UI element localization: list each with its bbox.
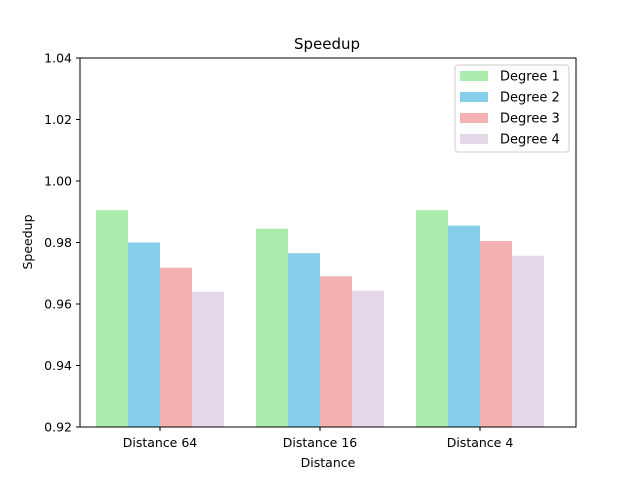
y-tick-label: 0.92 xyxy=(44,420,72,435)
bar-3-3 xyxy=(480,240,512,427)
chart-title: Speedup xyxy=(294,35,360,53)
bar-3-2 xyxy=(320,276,352,427)
y-tick-label: 0.94 xyxy=(44,358,72,373)
x-axis-title: Distance xyxy=(301,455,356,470)
bar-4-2 xyxy=(352,290,384,427)
x-tick-label: Distance 64 xyxy=(123,435,198,450)
bar-4-1 xyxy=(192,291,224,427)
legend-label: Degree 3 xyxy=(500,112,560,127)
y-tick-label: 1.02 xyxy=(44,112,72,127)
bar-1-2 xyxy=(256,228,288,427)
bar-group xyxy=(96,210,544,427)
x-tick-label: Distance 16 xyxy=(283,435,358,450)
bar-2-1 xyxy=(128,242,160,427)
x-axis: Distance 64 Distance 16 Distance 4 xyxy=(123,427,514,450)
y-axis-title: Speedup xyxy=(20,214,35,269)
legend-label: Degree 4 xyxy=(500,133,560,148)
legend-swatch xyxy=(460,71,488,81)
legend: Degree 1 Degree 2 Degree 3 Degree 4 xyxy=(454,64,570,153)
bar-2-2 xyxy=(288,253,320,427)
legend-swatch xyxy=(460,134,488,144)
x-tick-label: Distance 4 xyxy=(447,435,514,450)
legend-swatch xyxy=(460,113,488,123)
y-tick-label: 0.98 xyxy=(44,235,72,250)
legend-label: Degree 2 xyxy=(500,91,560,106)
legend-label: Degree 1 xyxy=(500,70,560,85)
y-tick-label: 0.96 xyxy=(44,297,72,312)
bar-2-3 xyxy=(448,225,480,427)
y-axis: 0.92 0.94 0.96 0.98 1.00 1.02 1.04 xyxy=(44,51,80,435)
legend-box xyxy=(454,64,570,153)
bar-1-1 xyxy=(96,210,128,427)
legend-swatch xyxy=(460,92,488,102)
bar-4-3 xyxy=(512,255,544,427)
bar-3-1 xyxy=(160,267,192,427)
y-tick-label: 1.00 xyxy=(44,174,72,189)
bar-1-3 xyxy=(416,210,448,427)
y-tick-label: 1.04 xyxy=(44,51,72,66)
